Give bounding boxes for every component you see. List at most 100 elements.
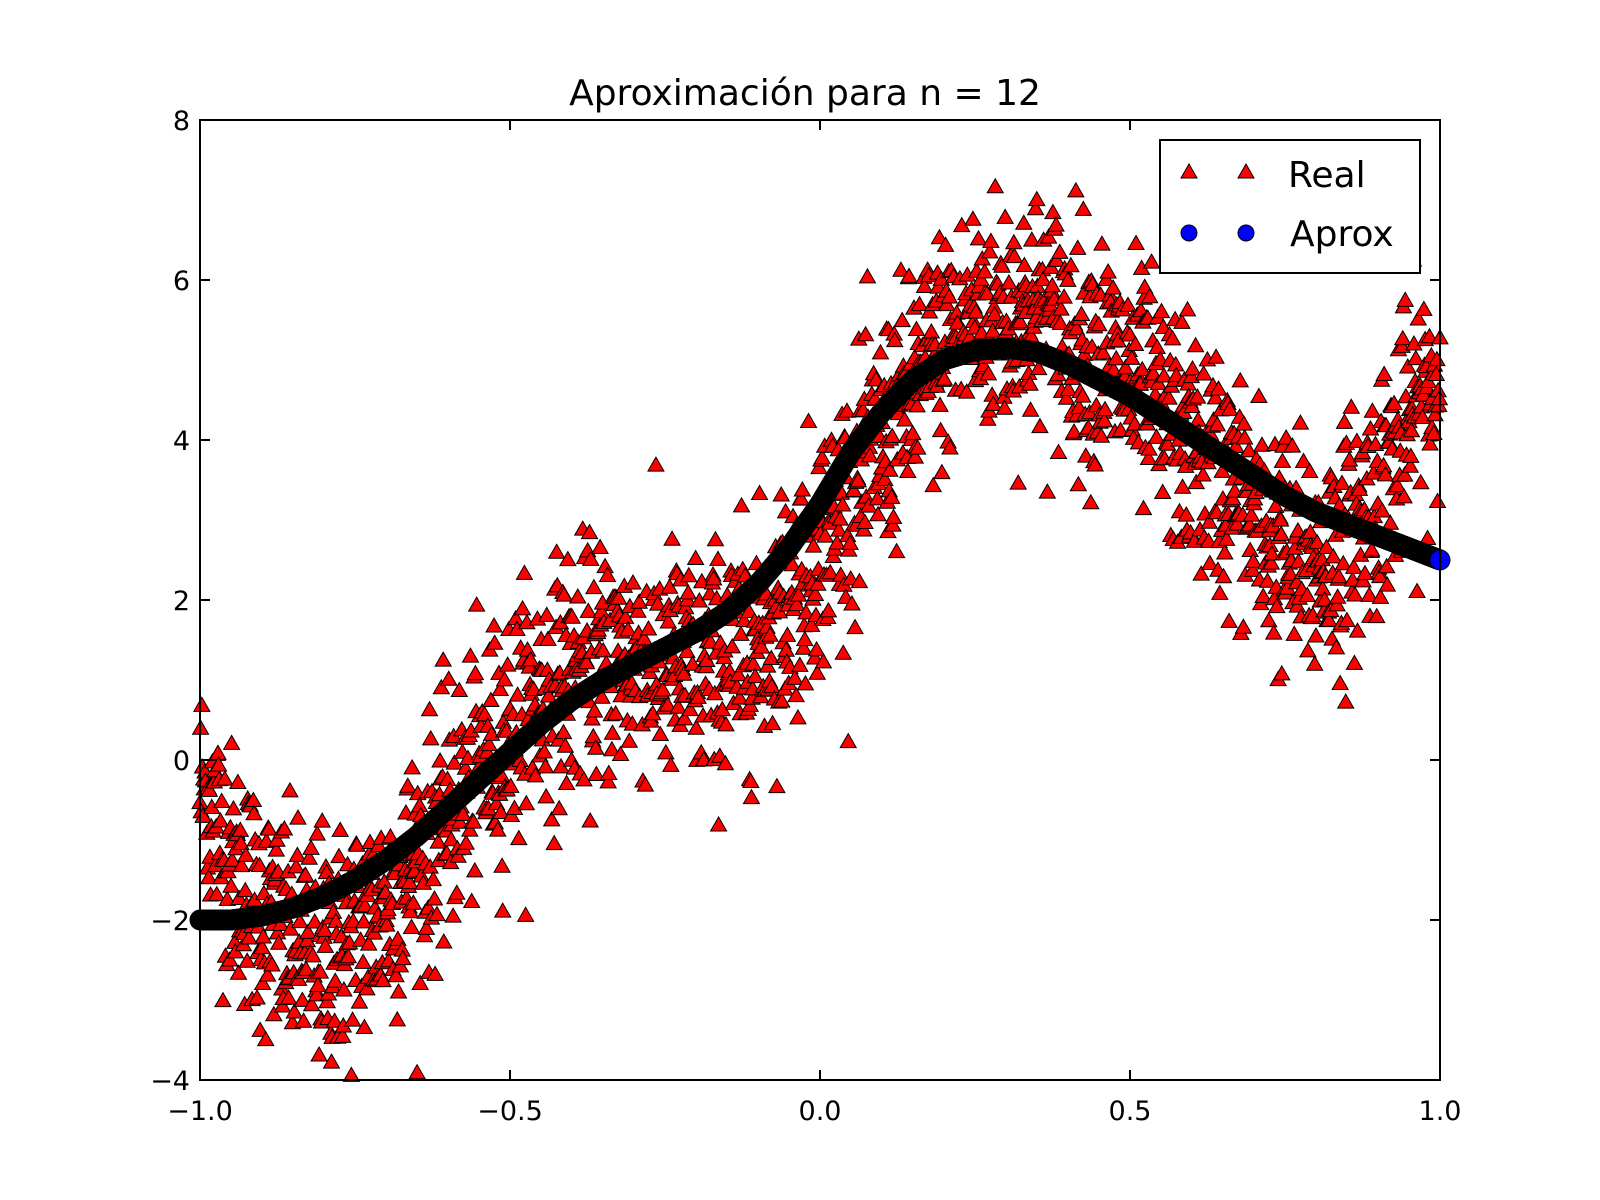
real-point: [271, 915, 290, 932]
real-point: [858, 267, 877, 284]
real-point: [253, 974, 272, 991]
real-point: [706, 530, 725, 547]
real-point: [444, 907, 462, 923]
real-point: [464, 813, 483, 829]
real-point: [300, 849, 319, 865]
y-tick-label: 2: [173, 586, 190, 617]
real-point: [1264, 624, 1283, 640]
real-point: [439, 670, 458, 686]
real-point: [1356, 564, 1374, 581]
real-point: [542, 810, 561, 827]
real-point: [424, 870, 443, 887]
real-point: [1021, 375, 1039, 391]
real-point: [420, 700, 439, 717]
real-point: [547, 543, 566, 559]
real-point: [996, 208, 1015, 224]
real-point: [838, 402, 856, 418]
real-point: [1267, 597, 1286, 614]
real-point: [1127, 234, 1145, 250]
real-point: [316, 937, 335, 953]
real-point: [434, 932, 453, 949]
real-point: [1119, 296, 1137, 312]
real-point: [1177, 506, 1196, 522]
real-point: [554, 723, 573, 740]
real-point: [1209, 380, 1228, 396]
real-point: [267, 841, 286, 857]
real-point: [1073, 387, 1092, 403]
real-point: [209, 756, 228, 772]
real-point: [1059, 380, 1078, 397]
real-point: [843, 594, 861, 611]
real-point: [793, 481, 812, 497]
real-point: [1335, 413, 1354, 429]
real-point: [462, 892, 481, 908]
real-point: [558, 550, 577, 567]
real-point: [1415, 300, 1433, 316]
real-point: [387, 966, 405, 983]
real-point: [517, 794, 536, 811]
real-point: [980, 242, 999, 259]
real-point: [679, 566, 698, 583]
real-point: [1421, 434, 1439, 451]
real-point: [200, 781, 219, 797]
real-point: [1057, 389, 1076, 405]
real-point: [789, 586, 808, 602]
real-point: [419, 899, 438, 915]
real-point: [856, 325, 875, 342]
real-point: [1173, 313, 1191, 329]
real-point: [787, 595, 806, 612]
real-point: [663, 530, 681, 546]
real-point: [308, 825, 327, 841]
real-point: [831, 566, 850, 582]
real-point: [675, 709, 694, 726]
real-point: [211, 811, 230, 828]
real-point: [299, 923, 317, 939]
real-point: [1122, 349, 1141, 365]
real-point: [404, 894, 423, 910]
real-point: [429, 833, 448, 849]
real-point: [704, 569, 723, 586]
real-point: [508, 686, 527, 702]
real-point: [1378, 576, 1397, 592]
real-point: [1151, 350, 1170, 367]
real-point: [393, 949, 412, 966]
real-point: [1283, 437, 1302, 453]
real-point: [1330, 567, 1348, 584]
real-point: [269, 934, 288, 950]
real-point: [421, 729, 440, 746]
real-point: [568, 588, 587, 604]
real-point: [583, 709, 601, 726]
real-point: [993, 257, 1011, 273]
real-point: [1272, 525, 1291, 541]
real-point: [898, 462, 917, 478]
y-tick-label: 8: [173, 106, 190, 137]
y-axis: −4 −2 0 2 4 6 8: [150, 106, 1440, 1097]
real-point: [563, 608, 582, 624]
real-point: [1289, 521, 1307, 538]
real-point: [1134, 499, 1153, 516]
real-point: [907, 320, 926, 336]
real-point: [491, 803, 510, 820]
real-point: [254, 928, 273, 944]
real-point: [651, 725, 670, 742]
real-point: [581, 811, 600, 828]
real-point: [797, 603, 815, 620]
real-point: [1188, 388, 1207, 404]
real-point: [1140, 287, 1159, 304]
real-point: [709, 550, 727, 566]
real-point: [813, 448, 832, 465]
real-point: [978, 284, 997, 301]
real-point: [808, 664, 827, 680]
real-point: [967, 303, 985, 319]
real-point: [735, 611, 753, 628]
real-point: [1343, 571, 1362, 587]
real-point: [1395, 466, 1414, 482]
real-point: [1277, 429, 1296, 445]
real-point: [275, 819, 294, 836]
real-point: [281, 920, 300, 936]
real-point: [279, 989, 298, 1005]
real-point: [536, 757, 555, 774]
real-point: [1044, 203, 1062, 220]
real-point: [220, 951, 239, 967]
real-point: [908, 396, 926, 413]
